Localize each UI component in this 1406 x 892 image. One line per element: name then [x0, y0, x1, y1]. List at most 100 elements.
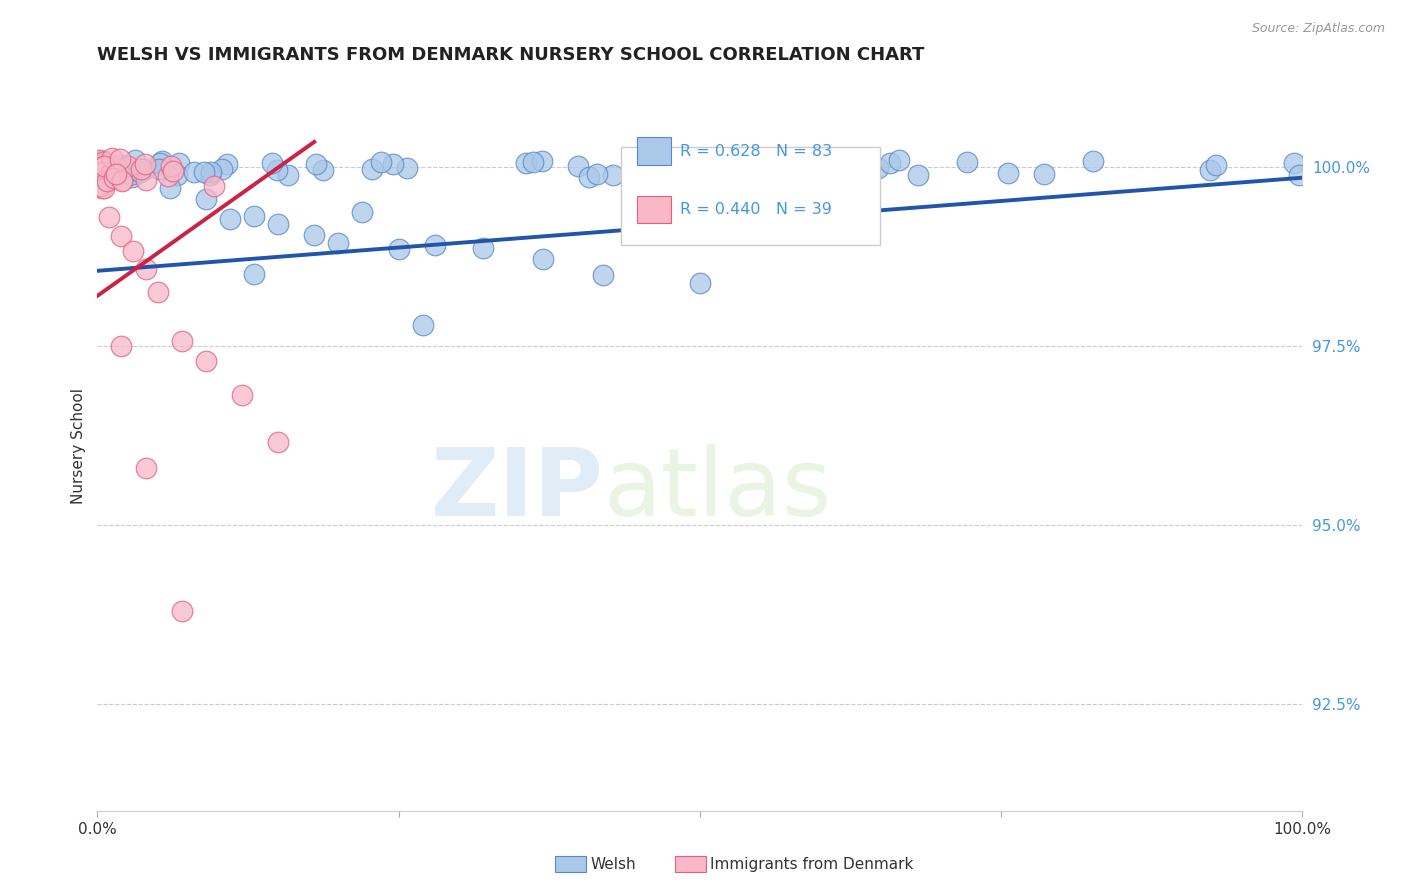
Point — [89, 161, 111, 176]
Point — [262, 156, 284, 170]
Point — [1282, 155, 1305, 169]
Point — [578, 169, 600, 184]
Point — [87, 154, 110, 169]
Point — [91, 157, 114, 171]
Point — [124, 153, 146, 168]
Point — [134, 156, 156, 170]
Point — [997, 166, 1019, 180]
Point — [879, 156, 901, 170]
Point — [697, 168, 720, 182]
Point — [111, 173, 134, 187]
Point — [412, 318, 434, 332]
Point — [907, 168, 929, 182]
Point — [522, 155, 544, 169]
Point — [266, 163, 288, 178]
FancyBboxPatch shape — [621, 147, 880, 245]
Point — [122, 244, 145, 258]
Point — [267, 435, 290, 450]
Point — [193, 165, 215, 179]
Point — [956, 155, 979, 169]
Point — [423, 237, 446, 252]
Point — [471, 241, 494, 255]
Point — [135, 261, 157, 276]
Point — [1205, 158, 1227, 172]
Point — [110, 229, 132, 244]
Point — [626, 167, 648, 181]
Point — [277, 168, 299, 182]
Point — [108, 165, 131, 179]
Point — [183, 164, 205, 178]
Point — [231, 388, 253, 402]
Point — [305, 157, 328, 171]
Point — [387, 242, 409, 256]
Point — [219, 211, 242, 226]
Point — [91, 181, 114, 195]
Point — [91, 155, 114, 169]
Point — [664, 159, 686, 173]
Point — [91, 163, 114, 178]
Point — [396, 161, 419, 176]
Point — [1081, 154, 1104, 169]
Point — [90, 161, 112, 175]
Point — [160, 159, 183, 173]
Y-axis label: Nursery School: Nursery School — [72, 388, 86, 504]
Point — [370, 154, 392, 169]
Point — [169, 155, 191, 169]
Point — [786, 155, 808, 169]
Point — [87, 153, 110, 168]
Point — [162, 163, 184, 178]
Point — [131, 161, 153, 176]
Point — [101, 161, 124, 176]
Point — [96, 170, 118, 185]
Point — [731, 157, 754, 171]
Point — [1198, 162, 1220, 177]
Point — [166, 169, 188, 183]
Point — [110, 339, 132, 353]
Text: atlas: atlas — [603, 444, 831, 536]
Point — [89, 179, 111, 194]
Point — [740, 170, 762, 185]
Point — [89, 157, 111, 171]
Point — [868, 161, 890, 176]
Point — [93, 181, 115, 195]
Point — [243, 209, 266, 223]
Point — [149, 155, 172, 169]
Point — [134, 162, 156, 177]
Text: R = 0.628   N = 83: R = 0.628 N = 83 — [681, 144, 832, 159]
Point — [91, 168, 114, 182]
Point — [170, 604, 193, 618]
Point — [647, 161, 669, 175]
Text: ZIP: ZIP — [430, 444, 603, 536]
Text: WELSH VS IMMIGRANTS FROM DENMARK NURSERY SCHOOL CORRELATION CHART: WELSH VS IMMIGRANTS FROM DENMARK NURSERY… — [97, 46, 925, 64]
Point — [121, 167, 143, 181]
Text: Immigrants from Denmark: Immigrants from Denmark — [710, 857, 914, 871]
Point — [689, 276, 711, 290]
FancyBboxPatch shape — [637, 137, 671, 165]
Point — [87, 163, 110, 178]
Point — [267, 217, 290, 231]
Text: R = 0.440   N = 39: R = 0.440 N = 39 — [681, 202, 832, 217]
Point — [108, 152, 131, 166]
Point — [93, 153, 115, 168]
Point — [98, 210, 121, 224]
Point — [328, 236, 350, 251]
Point — [129, 165, 152, 179]
Point — [156, 169, 179, 184]
Point — [111, 172, 134, 186]
Point — [146, 285, 169, 299]
Point — [381, 157, 404, 171]
Text: Source: ZipAtlas.com: Source: ZipAtlas.com — [1251, 22, 1385, 36]
Point — [889, 153, 911, 168]
Point — [200, 165, 222, 179]
Point — [104, 167, 127, 181]
Point — [360, 162, 382, 177]
Point — [202, 179, 225, 194]
Point — [198, 168, 221, 182]
Point — [135, 173, 157, 187]
Point — [592, 268, 614, 282]
Point — [194, 192, 217, 206]
Point — [586, 167, 609, 181]
Point — [530, 153, 553, 168]
Point — [93, 159, 115, 173]
Point — [103, 171, 125, 186]
